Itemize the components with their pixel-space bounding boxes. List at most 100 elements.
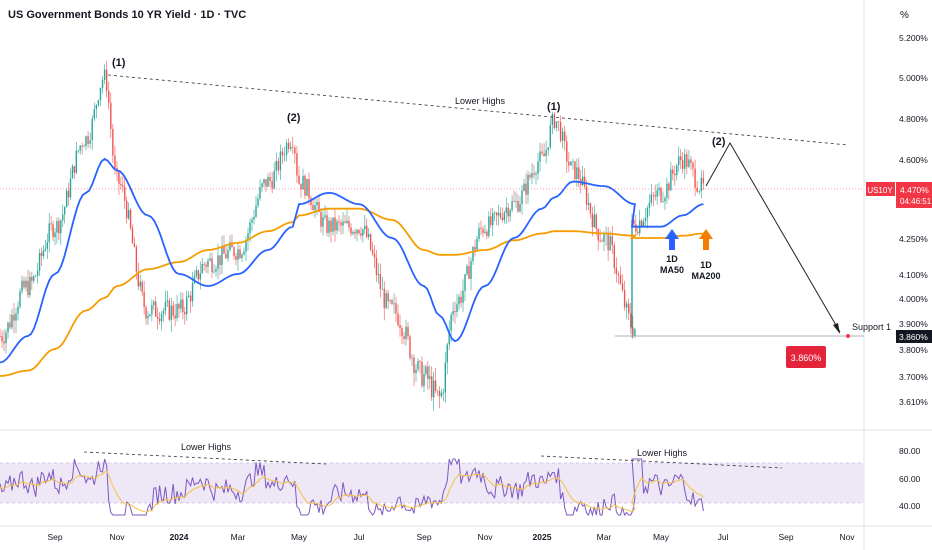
candle-body	[389, 300, 391, 302]
candle-body	[551, 114, 554, 125]
candle-body	[603, 234, 605, 242]
candle-body	[149, 314, 151, 317]
candle-body	[427, 366, 429, 380]
candle-body	[312, 204, 314, 211]
candle-body	[621, 283, 624, 291]
candle-body	[217, 255, 219, 269]
candle-body	[83, 145, 85, 147]
candle-body	[623, 290, 626, 308]
lower-highs-main-label: Lower Highs	[455, 96, 506, 106]
candle-body	[448, 330, 450, 345]
candle-body	[172, 305, 174, 316]
candle-body	[597, 228, 599, 241]
candle-body	[490, 216, 492, 226]
candle-body	[631, 220, 633, 329]
candle-body	[460, 296, 462, 303]
candle-body	[535, 173, 537, 175]
candle-body	[191, 283, 194, 302]
candle-body	[340, 222, 342, 226]
candle-body	[688, 159, 690, 167]
rsi-trendline-a	[83, 451, 327, 465]
time-tick: Mar	[597, 532, 612, 542]
candle-body	[381, 288, 383, 290]
candle-body	[352, 231, 354, 234]
candle-body	[555, 121, 558, 128]
candle-body	[488, 216, 490, 237]
candle-body	[499, 212, 502, 218]
target-box-label: 3.860%	[791, 353, 822, 363]
candle-body	[391, 300, 393, 304]
peak-2b-label: (2)	[712, 136, 726, 148]
candle-body	[300, 183, 302, 190]
candle-body	[324, 215, 326, 218]
candle-body	[91, 118, 93, 141]
candle-body	[492, 213, 494, 226]
candle-body	[539, 151, 541, 162]
candle-body	[33, 276, 35, 281]
ma200-line	[0, 207, 704, 377]
candle-body	[360, 233, 362, 236]
candle-body	[666, 183, 668, 199]
candle-body	[644, 217, 647, 222]
candle-body	[464, 274, 466, 291]
candle-body	[545, 150, 547, 157]
lower-highs-trendline	[107, 74, 849, 146]
candle-body	[419, 361, 421, 363]
candle-body	[294, 147, 296, 154]
candle-body	[105, 69, 108, 91]
price-tick: 4.250%	[899, 234, 928, 244]
candle-body	[431, 376, 433, 398]
candle-body	[646, 207, 649, 218]
candle-body	[702, 177, 705, 184]
candle-body	[11, 314, 13, 328]
candle-body	[322, 217, 324, 227]
candle-body	[656, 190, 658, 197]
price-tick: 4.100%	[899, 270, 928, 280]
candle-body	[29, 276, 31, 296]
candle-body	[405, 326, 407, 339]
candle-body	[58, 221, 60, 234]
candle-body	[553, 114, 556, 128]
candle-body	[129, 209, 132, 228]
candle-body	[7, 322, 9, 333]
candle-body	[23, 280, 25, 288]
candle-body	[334, 217, 336, 231]
candle-body	[186, 296, 188, 315]
candle-body	[578, 167, 580, 180]
price-tick: 4.800%	[899, 114, 928, 124]
candle-body	[265, 179, 267, 187]
candle-body	[231, 242, 233, 248]
candle-body	[209, 258, 211, 261]
candle-body	[654, 195, 656, 197]
candle-body	[397, 313, 399, 325]
candle-body	[466, 266, 468, 275]
time-tick: 2024	[170, 532, 189, 542]
candle-body	[601, 240, 603, 242]
candle-body	[409, 336, 411, 358]
candle-body	[434, 380, 437, 391]
support-label: Support 1	[852, 322, 891, 332]
candle-body	[310, 198, 312, 205]
candle-body	[296, 153, 298, 176]
candle-body	[650, 194, 653, 203]
candle-body	[642, 221, 645, 227]
candle-body	[423, 374, 425, 387]
candle-body	[354, 231, 356, 234]
candle-body	[350, 227, 352, 234]
candle-body	[401, 328, 403, 337]
candle-body	[178, 303, 180, 309]
candle-body	[207, 260, 209, 267]
candle-body	[566, 141, 568, 162]
countdown-value: 04:46:51	[900, 197, 932, 206]
candle-body	[462, 290, 464, 303]
candle-body	[678, 156, 680, 166]
rsi-band	[0, 463, 864, 503]
candle-body	[559, 122, 562, 141]
candle-body	[71, 166, 74, 179]
ma50-label-line1: 1D	[666, 254, 678, 264]
candle-body	[495, 212, 498, 216]
candle-body	[377, 274, 380, 276]
candle-body	[168, 300, 171, 320]
candle-body	[306, 178, 308, 196]
candle-body	[383, 288, 385, 309]
